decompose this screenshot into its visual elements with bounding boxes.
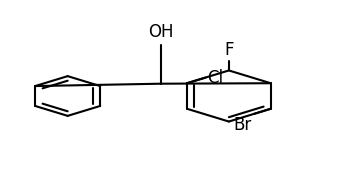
Text: Br: Br [234,116,252,134]
Text: Cl: Cl [207,69,223,87]
Text: OH: OH [148,23,174,41]
Text: F: F [224,41,234,59]
